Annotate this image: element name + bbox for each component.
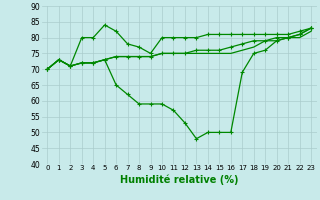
X-axis label: Humidité relative (%): Humidité relative (%)	[120, 174, 238, 185]
